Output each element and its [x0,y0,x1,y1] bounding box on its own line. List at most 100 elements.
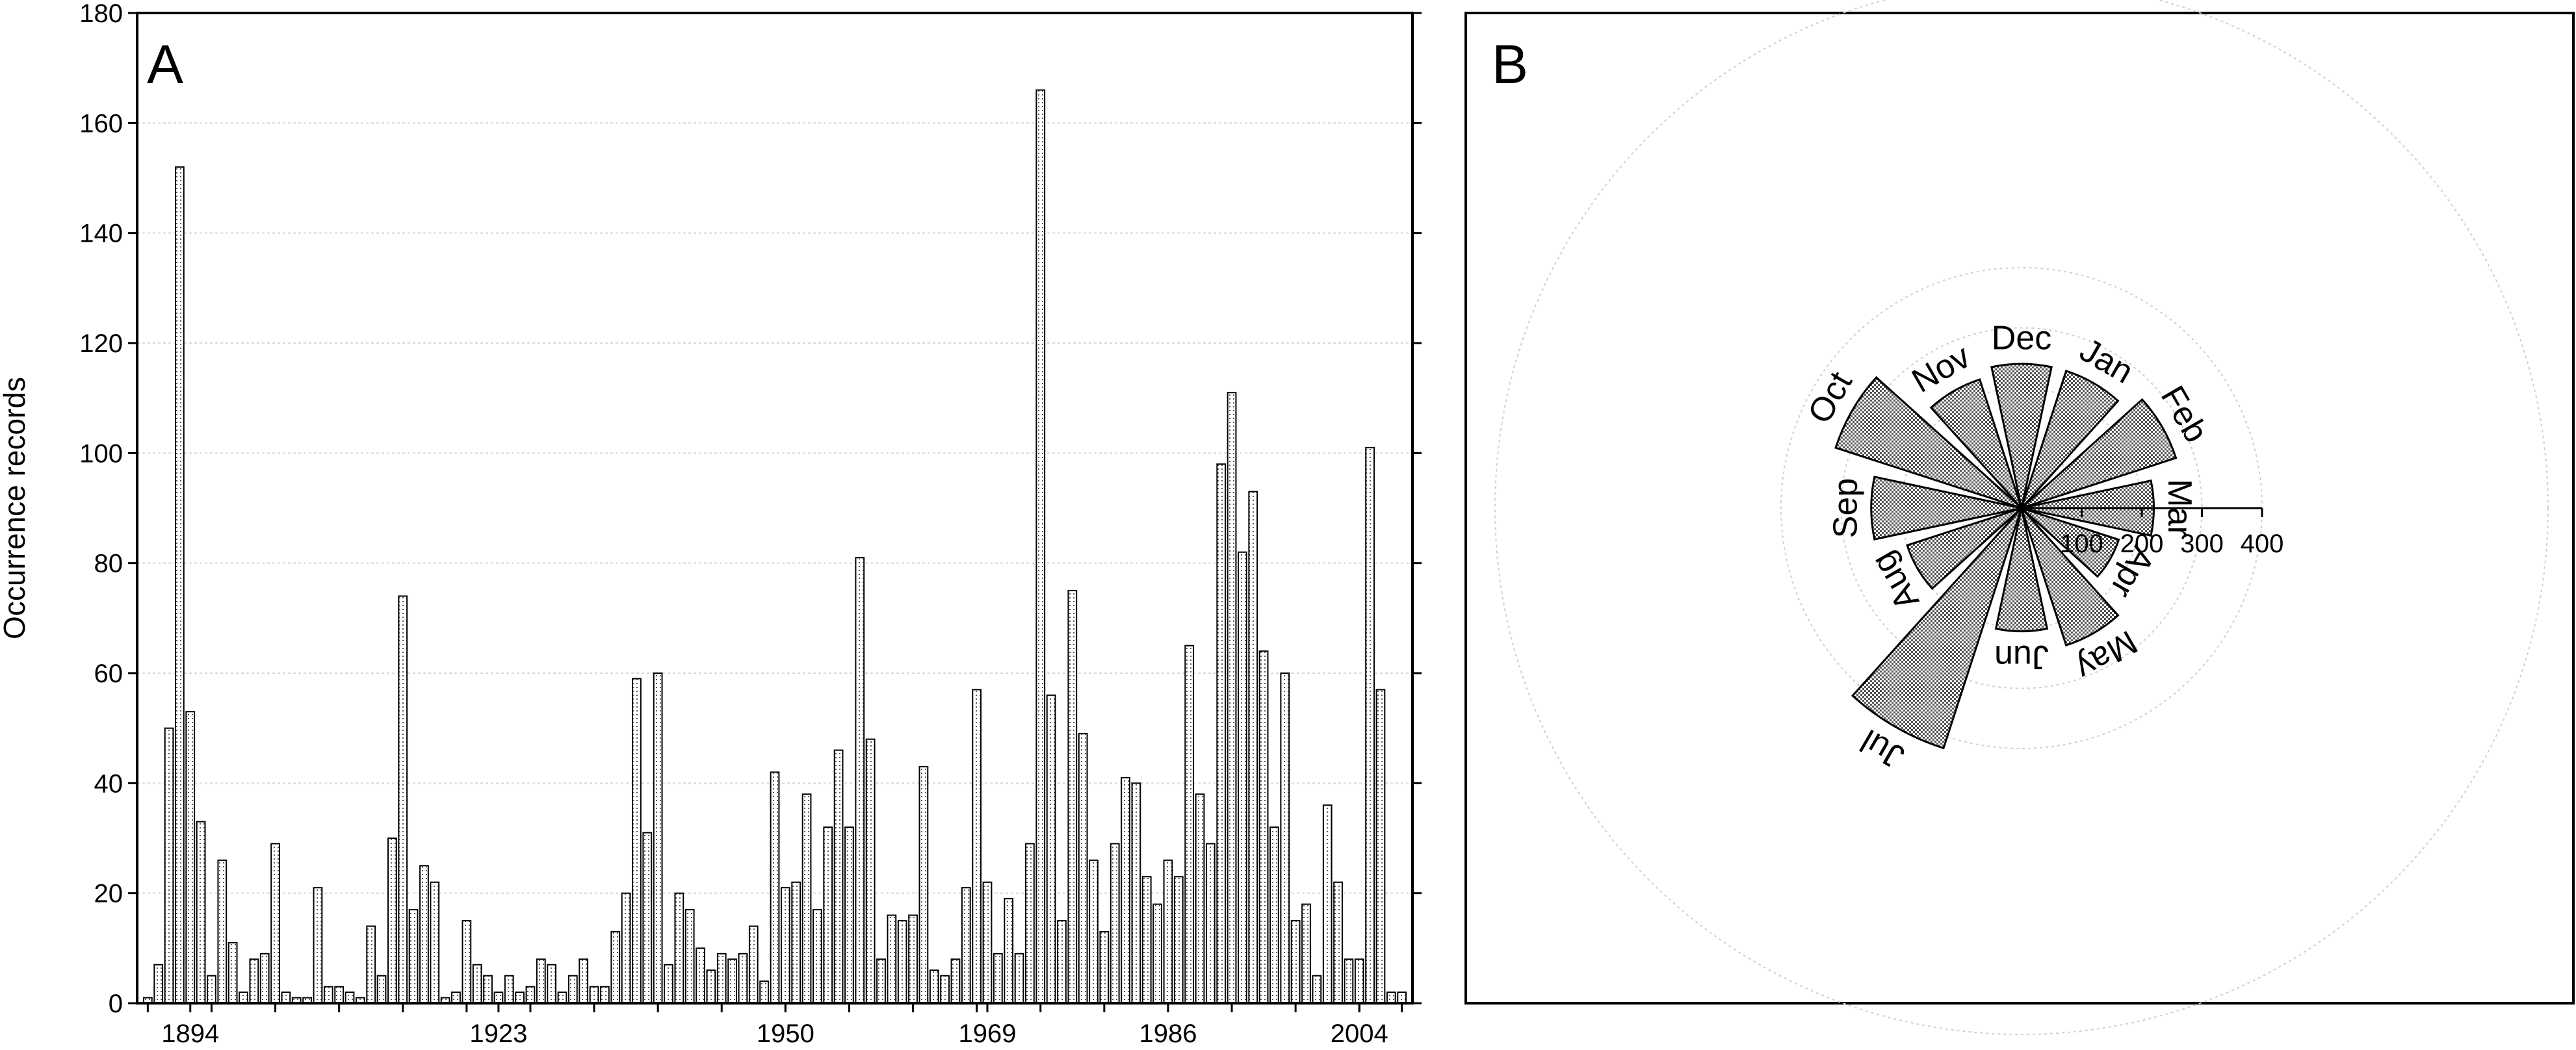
rose-petal [1870,476,2022,541]
bar [345,992,355,1004]
bar [844,826,854,1004]
bar [653,672,663,1004]
bar [334,986,345,1004]
bar [1386,992,1396,1004]
bar [1184,645,1195,1004]
bar [547,964,557,1004]
plot-frame [136,12,1414,1005]
bar [833,749,844,1004]
x-tick-label: 2004 [1331,1019,1388,1048]
bar [696,947,705,1005]
bar [674,892,684,1004]
bar [1312,975,1322,1004]
bar [748,925,759,1005]
radial-tick-label: 200 [2120,530,2164,558]
month-label: Jun [1994,638,2049,676]
y-tick-label: 40 [94,769,124,798]
bar [716,953,727,1005]
y-tick-label: 0 [109,990,123,1018]
bar [876,958,886,1005]
month-label: Dec [1992,320,2051,357]
rose-petal [1994,507,2049,633]
bar [323,986,333,1004]
bar-series [142,89,1407,1005]
bar [1141,876,1152,1005]
bar [1269,826,1279,1004]
bar [493,992,504,1004]
bar [950,958,961,1005]
radial-axis: 100 200 300 400 [2022,507,2283,558]
radial-tick-label: 100 [2060,530,2103,558]
bar [567,975,578,1004]
bar [642,832,653,1004]
y-tick-label: 180 [79,0,123,28]
bar [281,992,291,1004]
bar [1025,843,1035,1005]
bar [770,771,780,1005]
bar [376,975,387,1004]
bar [259,953,270,1005]
bar [536,958,546,1005]
rose-petal [1851,507,2023,750]
bar [504,975,514,1004]
y-tick-label: 60 [94,659,124,688]
bar [1067,590,1078,1004]
rose-petal [1906,507,2023,590]
y-tick-label: 20 [94,880,124,908]
bar [918,765,929,1005]
rose-petal [1929,378,2023,509]
bar [1397,992,1407,1004]
bar [1344,958,1354,1005]
bar [1163,859,1173,1005]
bar [249,958,259,1005]
bar [557,992,567,1004]
rose-petal [2020,507,2120,578]
bar [1227,392,1237,1004]
bar [610,930,621,1005]
y-tick-label: 100 [79,439,123,468]
bar [472,964,482,1004]
bar [929,969,939,1004]
bar [801,793,812,1005]
bar [1173,876,1184,1005]
bar [185,711,196,1005]
bar [780,887,790,1004]
bar [621,892,631,1004]
bar [1004,898,1014,1004]
bar [684,909,695,1004]
axes: 0 20 40 60 80 100 120 140 160 180 1894 1923 1950 1969… [79,0,1422,1048]
bar [1099,930,1110,1005]
month-label: Sep [1827,478,1864,539]
bar [1121,776,1130,1005]
bar [1333,881,1343,1004]
panel-a: 0 20 40 60 80 100 120 140 160 180 1894 1923 1950 1969… [0,0,1422,1048]
bar [823,826,833,1004]
bar [1057,920,1067,1004]
radial-tick-label: 300 [2180,530,2224,558]
bar [515,992,525,1004]
bar [1046,694,1056,1005]
bar [993,953,1003,1005]
bar [164,727,174,1004]
bar [1301,903,1311,1004]
bar [1152,903,1162,1004]
bar [579,958,589,1005]
bar [366,925,376,1005]
bar [525,986,536,1004]
x-tick-label: 1923 [469,1019,527,1048]
bar [982,881,993,1004]
y-tick-label: 140 [79,220,123,248]
bar [1280,672,1290,1004]
bar [759,980,770,1004]
x-tick-label: 1969 [959,1019,1017,1048]
y-tick-label: 80 [94,550,124,578]
bar [1258,650,1269,1004]
bar [589,986,599,1004]
bar [1238,551,1247,1004]
bar [270,843,280,1005]
bar [313,887,323,1004]
bar [153,964,164,1004]
bar [1078,733,1088,1004]
rose-petal [1990,363,2053,509]
